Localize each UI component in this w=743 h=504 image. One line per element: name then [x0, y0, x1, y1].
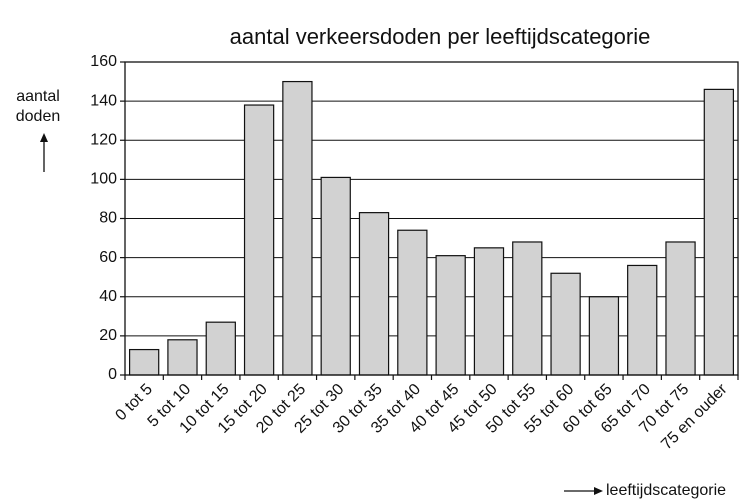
- bar: [473, 247, 505, 376]
- bar: [627, 264, 658, 376]
- x-arrow-head: [594, 487, 603, 495]
- y-tick-label: 100: [90, 171, 117, 188]
- y-tick-label: 140: [90, 92, 117, 109]
- y-arrow-head: [40, 133, 48, 142]
- bar: [205, 321, 236, 376]
- x-axis-label: leeftijdscategorie: [606, 482, 726, 499]
- y-tick-label: 40: [99, 288, 117, 305]
- bar: [243, 104, 275, 376]
- y-axis-label: aantal: [16, 88, 60, 105]
- bar: [512, 241, 543, 376]
- bar: [550, 272, 581, 376]
- bar: [128, 348, 160, 376]
- bar: [358, 212, 390, 376]
- bar: [167, 339, 198, 376]
- plot-frame: [124, 61, 739, 376]
- y-tick-label: 20: [99, 327, 117, 344]
- y-tick-label: 80: [99, 210, 117, 227]
- bar: [665, 241, 696, 376]
- bar: [703, 88, 735, 376]
- y-tick-label: 0: [108, 366, 117, 383]
- y-tick-label: 160: [90, 53, 117, 70]
- bar: [397, 229, 428, 376]
- bar: [588, 296, 620, 376]
- bar: [435, 255, 466, 376]
- y-axis-label: doden: [16, 108, 61, 125]
- y-tick-label: 60: [99, 249, 117, 266]
- bar: [320, 176, 351, 376]
- bar: [282, 80, 313, 376]
- y-tick-label: 120: [90, 131, 117, 148]
- chart-title: aantal verkeersdoden per leeftijdscatego…: [230, 24, 651, 49]
